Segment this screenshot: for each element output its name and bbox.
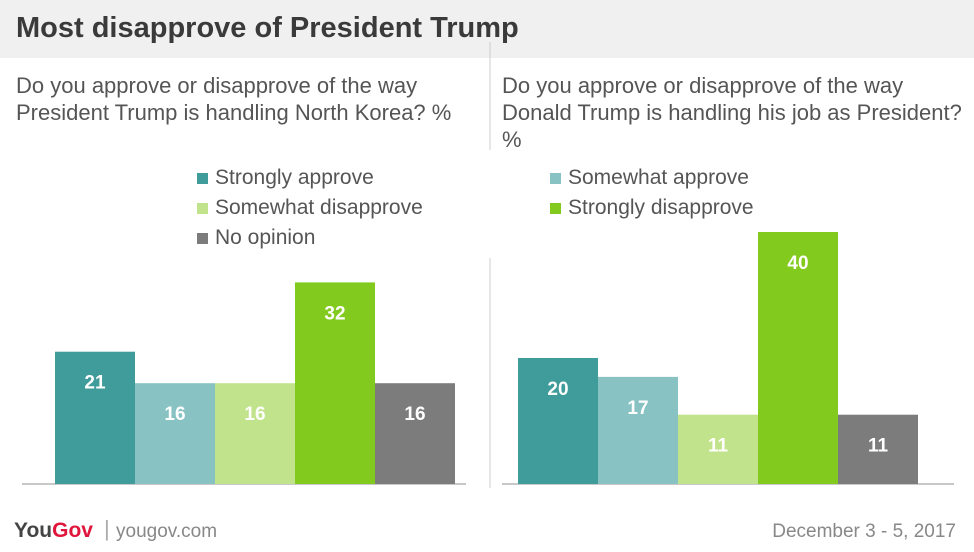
bar-value-label: 32 [324, 303, 345, 324]
title-bar: Most disapprove of President Trump [0, 0, 974, 58]
legend-label: Strongly disapprove [568, 196, 754, 219]
legend-item-somewhat-approve: Somewhat approve [550, 163, 749, 193]
bar-north-korea-strongly-disapprove [295, 282, 375, 484]
bar-north-korea-somewhat-disapprove [215, 383, 295, 484]
bar-value-label: 17 [627, 398, 648, 419]
legend-swatch [550, 172, 561, 184]
legend-swatch [550, 202, 561, 214]
bar-value-label: 11 [868, 436, 889, 457]
legend-item-somewhat-disapprove: Somewhat disapprove [197, 193, 423, 223]
bar-job-strongly-disapprove [758, 232, 838, 484]
bar-value-label: 16 [244, 404, 265, 425]
bar-value-label: 40 [787, 253, 808, 274]
yougov-logo: YouGov [14, 519, 93, 543]
left-question: Do you approve or disapprove of the way … [16, 73, 452, 125]
legend-label: Somewhat disapprove [215, 196, 423, 219]
bar-north-korea-strongly-approve [55, 351, 135, 484]
legend-swatch [197, 232, 208, 244]
legend: Strongly approve Somewhat approve Somewh… [0, 163, 974, 255]
legend-label: Somewhat approve [568, 166, 749, 189]
right-question: Do you approve or disapprove of the way … [502, 73, 962, 152]
bar-north-korea-somewhat-approve [135, 383, 215, 484]
legend-label: Strongly approve [215, 166, 374, 189]
legend-item-strongly-approve: Strongly approve [197, 163, 374, 193]
legend-swatch [197, 172, 208, 184]
legend-label: No opinion [215, 226, 316, 249]
brand-separator: | [104, 516, 110, 541]
chart-title: Most disapprove of President Trump [16, 12, 519, 44]
legend-item-strongly-disapprove: Strongly disapprove [550, 193, 754, 223]
bar-north-korea-no-opinion [375, 383, 455, 484]
legend-item-no-opinion: No opinion [197, 223, 315, 253]
logo-gov: Gov [52, 519, 93, 542]
brand-url[interactable]: yougov.com [116, 521, 218, 542]
bar-job-somewhat-approve [598, 376, 678, 484]
logo-you: You [14, 519, 53, 542]
bar-job-no-opinion [838, 414, 918, 484]
bar-job-somewhat-disapprove [678, 414, 758, 484]
legend-swatch [197, 202, 208, 214]
bar-value-label: 21 [84, 373, 106, 394]
bar-value-label: 16 [164, 404, 185, 425]
bars: 21 16 16 32 16 20 17 11 40 11 [55, 232, 918, 484]
bar-value-label: 16 [404, 404, 425, 425]
survey-date: December 3 - 5, 2017 [772, 521, 956, 542]
bar-value-label: 20 [547, 379, 568, 400]
bar-job-strongly-approve [518, 358, 598, 484]
bar-value-label: 11 [708, 436, 729, 457]
